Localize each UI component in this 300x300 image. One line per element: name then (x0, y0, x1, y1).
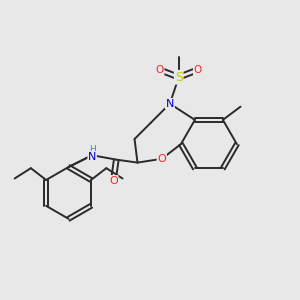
Text: N: N (166, 99, 174, 109)
Text: O: O (109, 176, 118, 186)
Text: N: N (88, 152, 96, 162)
Text: O: O (194, 65, 202, 75)
Text: H: H (89, 146, 95, 154)
Text: O: O (155, 65, 164, 75)
Text: O: O (158, 154, 166, 164)
Text: S: S (175, 71, 183, 84)
